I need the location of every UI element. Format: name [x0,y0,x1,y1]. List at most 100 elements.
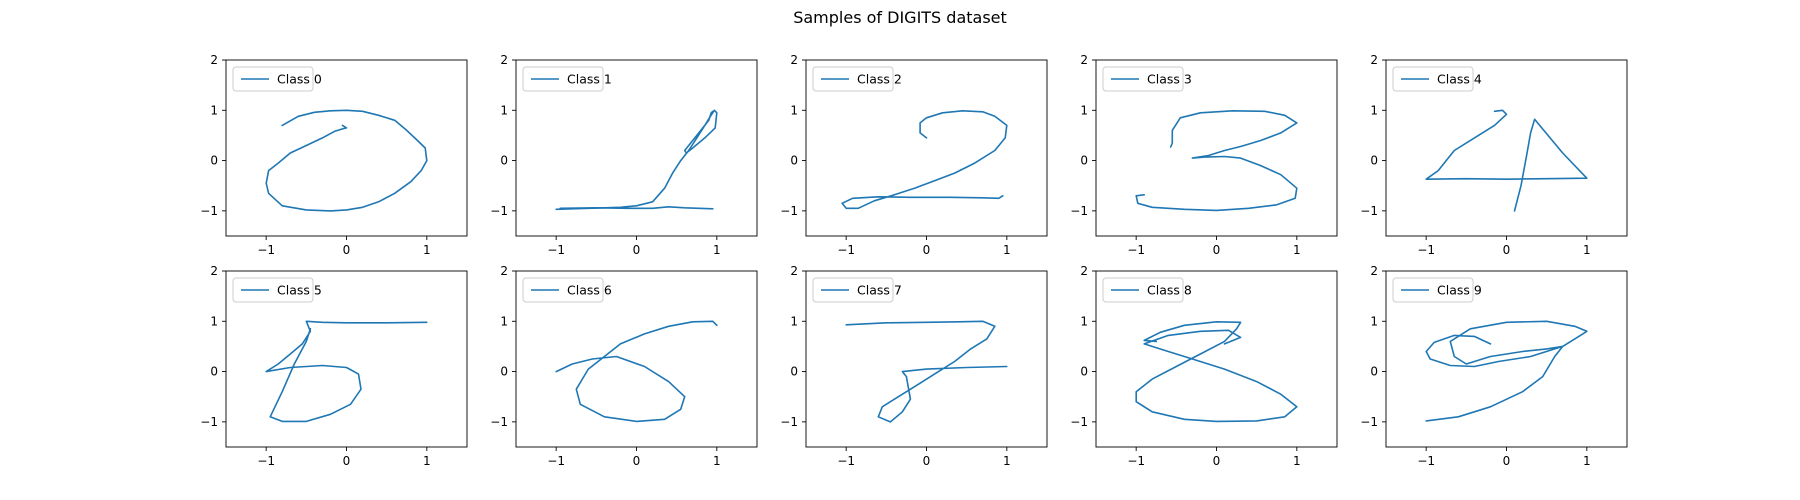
x-tick-label: 1 [423,243,431,257]
y-tick-label: −1 [1070,415,1088,429]
series-line-6-0 [555,320,718,423]
y-tick-label: 0 [1370,154,1378,168]
legend-label: Class 8 [1147,283,1192,298]
y-tick-label: 0 [210,365,218,379]
y-tick-label: −1 [1360,204,1378,218]
x-tick-label: 0 [343,243,351,257]
y-tick-label: 2 [1080,264,1088,278]
x-tick-label: 0 [1213,454,1221,468]
legend-box [812,277,894,303]
x-tick-label: 1 [1003,243,1011,257]
y-tick-label: 1 [210,314,218,328]
y-tick-label: 2 [500,264,508,278]
x-tick-label: 0 [1503,454,1511,468]
y-tick-label: 0 [1080,154,1088,168]
y-tick-label: 1 [1080,314,1088,328]
x-tick-label: −1 [257,454,275,468]
y-tick-label: 1 [1080,103,1088,117]
subplot-5: −1 0 1 −1 0 1 2 Class 5 [200,264,468,468]
x-tick-label: −1 [1417,243,1435,257]
x-tick-label: −1 [837,243,855,257]
y-tick-label: 2 [1370,264,1378,278]
x-tick-label: −1 [837,454,855,468]
subplot-6: −1 0 1 −1 0 1 2 Class 6 [490,264,758,468]
y-tick-label: 0 [1080,365,1088,379]
legend-box [522,66,604,92]
y-tick-label: −1 [1360,415,1378,429]
legend-box [232,66,314,92]
legend-box [1392,277,1474,303]
legend-label: Class 1 [567,72,612,87]
x-tick-label: 1 [1583,243,1591,257]
series-line-1-0 [555,109,718,211]
y-tick-label: 2 [210,53,218,67]
subplot-2: −1 0 1 −1 0 1 2 Class 2 [780,53,1048,257]
y-tick-label: 1 [1370,314,1378,328]
y-tick-label: 2 [500,53,508,67]
y-tick-label: −1 [490,204,508,218]
x-tick-label: 1 [1583,454,1591,468]
x-tick-label: 1 [713,243,721,257]
x-tick-label: 1 [1293,243,1301,257]
y-tick-label: 2 [210,264,218,278]
series-line-7-0 [845,320,1008,423]
y-tick-label: −1 [780,415,798,429]
x-tick-label: 0 [343,454,351,468]
series-line-0-0 [265,109,428,212]
legend-label: Class 3 [1147,72,1192,87]
y-tick-label: 2 [790,264,798,278]
x-tick-label: 0 [1213,243,1221,257]
y-tick-label: 0 [500,154,508,168]
y-tick-label: 2 [790,53,798,67]
series-line-3-0 [1135,110,1298,212]
x-tick-label: −1 [547,243,565,257]
y-tick-label: 1 [790,314,798,328]
y-tick-label: 0 [500,365,508,379]
legend-box [812,66,894,92]
x-tick-label: 0 [923,454,931,468]
subplot-7: −1 0 1 −1 0 1 2 Class 7 [780,264,1048,468]
series-line-1-1 [559,206,714,210]
y-tick-label: 1 [790,103,798,117]
series-line-2-0 [841,110,1008,210]
y-tick-label: 1 [500,103,508,117]
legend-label: Class 9 [1437,283,1482,298]
y-tick-label: −1 [780,204,798,218]
y-tick-label: 0 [1370,365,1378,379]
y-tick-label: 1 [210,103,218,117]
x-tick-label: 0 [923,243,931,257]
y-tick-label: −1 [200,204,218,218]
y-tick-label: 2 [1080,53,1088,67]
x-tick-label: 1 [713,454,721,468]
x-tick-label: −1 [1127,454,1145,468]
y-tick-label: 0 [790,365,798,379]
series-line-4-0 [1425,109,1588,212]
figure-title: Samples of DIGITS dataset [793,8,1007,27]
subplot-3: −1 0 1 −1 0 1 2 Class 3 [1070,53,1338,257]
y-tick-label: 0 [790,154,798,168]
y-tick-label: 1 [1370,103,1378,117]
subplot-0: −1 0 1 −1 0 1 2 Class 0 [200,53,468,257]
y-tick-label: −1 [490,415,508,429]
legend-label: Class 0 [277,72,322,87]
legend-box [1392,66,1474,92]
y-tick-label: 1 [500,314,508,328]
legend-label: Class 2 [857,72,902,87]
legend-label: Class 6 [567,283,612,298]
x-tick-label: 1 [423,454,431,468]
subplot-8: −1 0 1 −1 0 1 2 Class 8 [1070,264,1338,468]
x-tick-label: −1 [257,243,275,257]
series-line-5-0 [265,320,428,423]
x-tick-label: 1 [1003,454,1011,468]
subplot-1: −1 0 1 −1 0 1 2 Class 1 [490,53,758,257]
legend-label: Class 7 [857,283,902,298]
legend-box [1102,277,1184,303]
x-tick-label: 1 [1293,454,1301,468]
legend-box [232,277,314,303]
legend-box [522,277,604,303]
subplot-9: −1 0 1 −1 0 1 2 Class 9 [1360,264,1628,468]
y-tick-label: 0 [210,154,218,168]
x-tick-label: −1 [547,454,565,468]
x-tick-label: −1 [1417,454,1435,468]
x-tick-label: 0 [633,243,641,257]
